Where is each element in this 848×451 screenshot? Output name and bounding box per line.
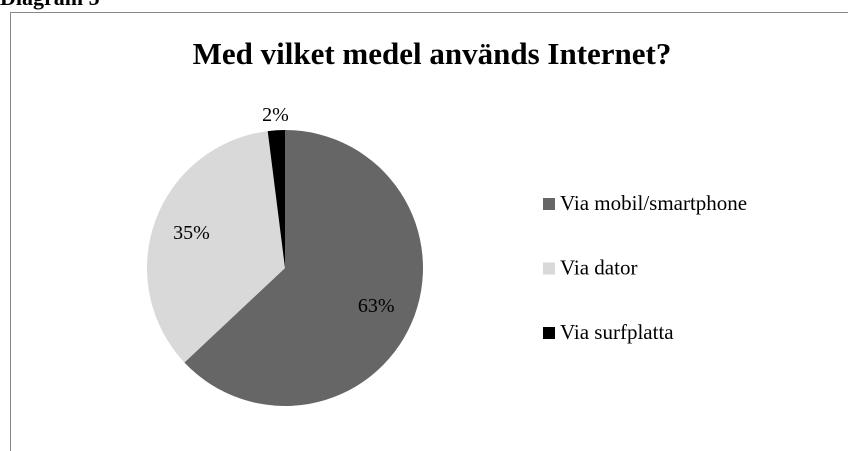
pie-slice [184, 130, 423, 406]
legend-swatch [543, 198, 555, 210]
pie-slice [146, 131, 285, 363]
header: Diagram 5 [0, 0, 100, 10]
data-label: 2% [262, 104, 289, 126]
data-label: 63% [358, 295, 395, 317]
legend-swatch [543, 262, 555, 275]
legend-label: Via surfplatta [560, 320, 674, 344]
pie-slice [267, 130, 285, 268]
chart-title: Med vilket medel används Internet? [193, 36, 672, 71]
legend-swatch [543, 327, 555, 339]
legend-label: Via dator [560, 255, 637, 279]
data-label: 35% [173, 222, 210, 244]
legend-label: Via mobil/smartphone [560, 191, 747, 215]
